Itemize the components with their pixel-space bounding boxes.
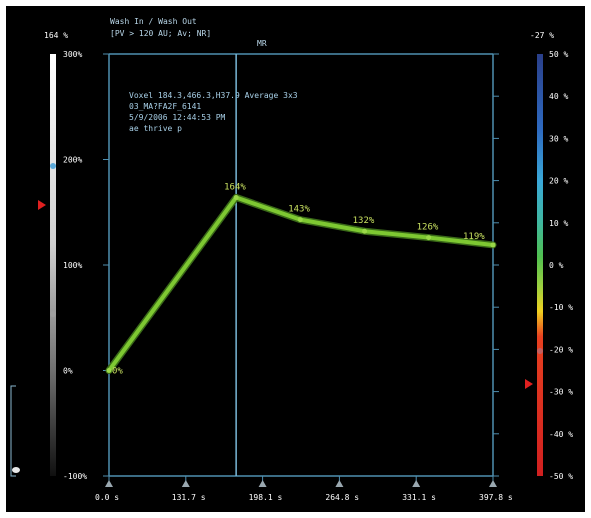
x-tick-label: 264.8 s: [325, 493, 359, 502]
x-tick-marker: [335, 480, 344, 487]
color-scale-bar: [537, 54, 543, 476]
data-point: [297, 217, 303, 223]
right-value-marker[interactable]: [525, 379, 533, 389]
left-scale-ticks: 300% 200% 100% 0% -100%: [63, 50, 109, 481]
series-info: 03_MA?FA2F_6141: [129, 102, 201, 111]
x-tick-marker: [412, 480, 421, 487]
right-tick-label: 30 %: [549, 134, 568, 143]
chart-subtitle: [PV > 120 AU; Av; NR]: [110, 29, 211, 38]
data-label: 143%: [288, 205, 310, 215]
right-tick-label: 20 %: [549, 177, 568, 186]
left-tick-label: 0%: [63, 367, 73, 376]
curve-plot: Wash In / Wash Out [PV > 120 AU; Av; NR]…: [10, 17, 573, 502]
right-scale-ticks: 50 % 40 % 30 % 20 % 10 % 0 % -10 % -20 % -30 % -4…: [493, 50, 573, 481]
chart-title: Wash In / Wash Out: [110, 17, 197, 26]
data-label: 126%: [417, 223, 439, 233]
x-tick-label: 198.1 s: [249, 493, 283, 502]
data-point: [362, 228, 368, 234]
color-upper-handle[interactable]: [537, 179, 543, 185]
left-tick-label: 100%: [63, 261, 82, 270]
x-tick-label: 131.7 s: [172, 493, 206, 502]
data-labels: 0% 164% 143% 132% 126% 119%: [106, 182, 496, 377]
x-tick-label: 331.1 s: [402, 493, 436, 502]
data-label: 164%: [224, 182, 246, 192]
right-top-label: -27 %: [530, 31, 554, 40]
datetime-info: 5/9/2006 12:44:53 PM: [129, 113, 226, 122]
right-tick-label: -30 %: [549, 388, 573, 397]
voxel-info: Voxel 184.3,466.3,H37.9 Average 3x3: [129, 91, 298, 100]
right-tick-label: 10 %: [549, 219, 568, 228]
data-label: 0%: [112, 367, 123, 377]
x-tick-marker: [181, 480, 190, 487]
right-tick-label: -20 %: [549, 345, 573, 354]
x-tick-marker: [105, 480, 113, 487]
right-tick-label: -50 %: [549, 472, 573, 481]
data-point: [490, 242, 496, 248]
x-axis-ticks: 0.0 s 131.7 s 198.1 s 264.8 s 331.1 s 397.8 s: [95, 476, 513, 502]
intensity-curve: [107, 195, 495, 373]
range-handle[interactable]: [12, 467, 20, 473]
data-label: 119%: [463, 232, 485, 242]
note-info: ae thrive p: [129, 124, 182, 133]
marker-label: MR: [257, 39, 267, 48]
right-tick-label: 50 %: [549, 50, 568, 59]
x-tick-label: 397.8 s: [479, 493, 513, 502]
data-point: [106, 368, 112, 373]
grayscale-bar: [50, 54, 56, 476]
grayscale-lower-handle[interactable]: [50, 311, 56, 317]
grayscale-upper-handle[interactable]: [50, 163, 56, 169]
left-top-label: 164 %: [44, 31, 68, 40]
range-bracket: [10, 385, 16, 477]
left-tick-label: 200%: [63, 156, 82, 165]
data-label: 132%: [353, 216, 375, 226]
x-tick-marker: [489, 480, 497, 487]
right-tick-label: 40 %: [549, 92, 568, 101]
right-tick-label: -40 %: [549, 430, 573, 439]
x-tick-marker: [258, 480, 267, 487]
right-tick-label: -10 %: [549, 303, 573, 312]
color-lower-handle[interactable]: [537, 348, 543, 354]
x-tick-label: 0.0 s: [95, 493, 119, 502]
right-tick-label: 0 %: [549, 261, 564, 270]
left-tick-label: 300%: [63, 50, 82, 59]
data-point: [426, 235, 432, 241]
left-value-marker[interactable]: [38, 200, 46, 210]
data-point: [233, 194, 239, 200]
wash-in-wash-out-viewer: Wash In / Wash Out [PV > 120 AU; Av; NR]…: [6, 6, 585, 512]
left-tick-label: -100%: [63, 472, 87, 481]
